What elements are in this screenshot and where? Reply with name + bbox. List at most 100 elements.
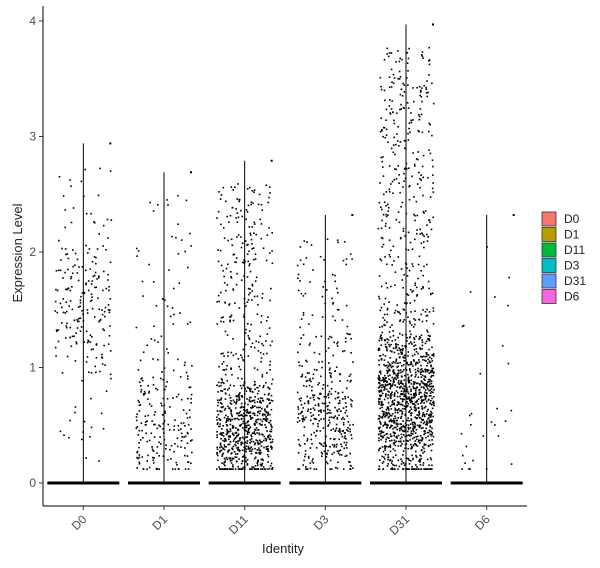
point (413, 163, 416, 166)
point (56, 289, 59, 292)
point (331, 297, 333, 300)
point (382, 403, 384, 406)
point (417, 158, 419, 161)
point (95, 286, 97, 289)
point (266, 406, 268, 408)
point (307, 410, 309, 412)
point (420, 468, 422, 470)
point (413, 348, 416, 351)
point (397, 336, 399, 339)
point (420, 364, 422, 367)
point (413, 318, 415, 320)
point (426, 369, 429, 371)
point (335, 427, 338, 429)
point (392, 383, 394, 385)
legend-key-d11 (541, 242, 557, 258)
point (419, 424, 422, 427)
point (393, 395, 396, 397)
point (227, 451, 229, 453)
point (246, 458, 249, 461)
point (297, 408, 300, 410)
point (407, 424, 410, 426)
point (386, 465, 389, 467)
point (138, 442, 140, 444)
point (432, 216, 434, 219)
point (431, 159, 434, 161)
point (109, 373, 112, 376)
point (428, 420, 431, 423)
point (407, 231, 410, 234)
point (402, 383, 404, 385)
point (240, 402, 243, 405)
point (228, 443, 231, 446)
point (137, 457, 139, 460)
point (240, 395, 243, 397)
point (428, 389, 430, 392)
point (406, 267, 408, 269)
point (429, 123, 431, 126)
point (76, 258, 79, 261)
point (94, 365, 96, 368)
point (426, 263, 428, 266)
point (55, 270, 58, 272)
point (320, 393, 322, 395)
point (379, 421, 382, 424)
point (226, 284, 229, 286)
point (66, 288, 68, 291)
point (250, 203, 252, 206)
point (79, 317, 82, 319)
point (346, 429, 348, 431)
point (426, 355, 428, 358)
point (265, 320, 268, 322)
point (307, 401, 310, 403)
point (173, 425, 176, 427)
point (389, 386, 392, 388)
point (348, 375, 351, 377)
point (80, 180, 83, 183)
point (76, 272, 79, 274)
point (247, 387, 250, 389)
point (230, 271, 232, 273)
point (382, 376, 384, 379)
point (59, 302, 62, 305)
max-point (190, 171, 192, 174)
point (415, 361, 418, 364)
point (224, 330, 227, 333)
point (345, 438, 347, 440)
point (188, 409, 191, 411)
point (162, 378, 164, 381)
point (251, 432, 254, 434)
point (412, 427, 414, 430)
point (401, 201, 404, 204)
point (299, 400, 302, 402)
point (387, 361, 389, 363)
point (85, 212, 88, 215)
point (389, 357, 392, 359)
point (409, 322, 411, 324)
point (380, 236, 383, 239)
point (268, 196, 270, 199)
point (429, 392, 432, 394)
point (161, 414, 164, 416)
max-point (351, 214, 354, 217)
point (378, 376, 380, 378)
group-d6 (450, 214, 523, 485)
point (423, 395, 426, 397)
point (70, 185, 72, 187)
point (232, 448, 234, 451)
point (254, 465, 257, 467)
point (249, 396, 251, 399)
point (138, 463, 141, 465)
point (145, 432, 147, 435)
point (410, 362, 412, 364)
point (217, 401, 220, 404)
point (412, 403, 415, 405)
point (271, 441, 274, 443)
point (472, 459, 474, 462)
point (410, 443, 412, 446)
point (432, 102, 435, 105)
point (424, 444, 427, 446)
point (249, 270, 252, 273)
point (421, 370, 424, 372)
point (258, 451, 260, 454)
